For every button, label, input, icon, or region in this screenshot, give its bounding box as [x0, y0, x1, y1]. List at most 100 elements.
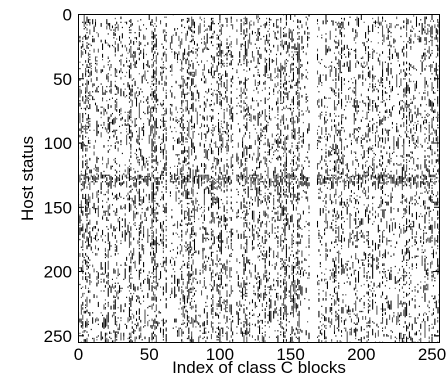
heatmap-cell	[135, 295, 138, 297]
heatmap-cell	[83, 175, 85, 178]
heatmap-cell	[94, 62, 97, 65]
heatmap-cell	[277, 110, 279, 112]
heatmap-cell	[116, 262, 118, 266]
heatmap-cell	[182, 19, 184, 21]
heatmap-cell	[216, 211, 218, 215]
heatmap-cell	[121, 124, 123, 126]
heatmap-cell	[277, 292, 279, 295]
heatmap-cell	[93, 48, 95, 53]
heatmap-cell	[128, 202, 130, 209]
heatmap-cell	[216, 303, 218, 308]
heatmap-cell	[278, 192, 280, 196]
heatmap-cell	[321, 313, 323, 315]
heatmap-cell	[229, 260, 231, 263]
heatmap-cell	[264, 229, 266, 233]
heatmap-cell	[283, 314, 285, 320]
heatmap-cell	[257, 39, 259, 41]
heatmap-cell	[285, 73, 287, 76]
heatmap-cell	[193, 205, 196, 216]
heatmap-cell	[219, 62, 221, 65]
heatmap-cell	[321, 58, 323, 61]
heatmap-cell	[96, 282, 98, 287]
heatmap-cell	[257, 316, 259, 318]
heatmap-cell	[284, 169, 286, 175]
heatmap-cell	[152, 73, 155, 77]
heatmap-cell	[291, 330, 293, 335]
heatmap-cell	[205, 286, 207, 290]
heatmap-cell	[284, 223, 286, 225]
heatmap-cell	[254, 339, 256, 341]
heatmap-cell	[154, 146, 156, 153]
heatmap-cell	[145, 79, 147, 81]
heatmap-cell	[123, 197, 125, 200]
heatmap-cell	[82, 314, 84, 320]
heatmap-cell	[106, 177, 108, 182]
heatmap-cell	[174, 55, 176, 59]
heatmap-cell	[203, 35, 205, 38]
heatmap-cell	[131, 253, 133, 260]
heatmap-cell	[268, 57, 270, 63]
heatmap-cell	[138, 251, 140, 265]
heatmap-cell	[186, 188, 188, 191]
heatmap-cell	[83, 256, 85, 259]
heatmap-cell	[151, 256, 153, 259]
heatmap-cell	[127, 192, 129, 196]
heatmap-cell	[178, 202, 180, 205]
heatmap-cell	[128, 191, 130, 193]
heatmap-cell	[227, 175, 229, 183]
heatmap-cell	[220, 150, 222, 153]
heatmap-cell	[206, 115, 208, 121]
heatmap-cell	[216, 250, 218, 252]
heatmap-cell	[203, 37, 205, 40]
heatmap-cell	[154, 92, 156, 94]
heatmap-cell	[89, 91, 91, 95]
heatmap-cell	[185, 83, 187, 86]
heatmap-cell	[114, 161, 116, 164]
heatmap-cell	[257, 286, 259, 291]
heatmap-cell	[212, 115, 214, 117]
heatmap-cell	[121, 287, 123, 290]
heatmap-cell	[226, 316, 228, 322]
heatmap-cell	[110, 105, 112, 108]
heatmap-cell	[329, 48, 331, 52]
heatmap-cell	[295, 47, 297, 50]
heatmap-cell	[134, 195, 136, 205]
heatmap-cell	[103, 170, 105, 173]
heatmap-cell	[324, 159, 326, 162]
heatmap-cell	[137, 136, 139, 138]
heatmap-cell	[128, 253, 130, 256]
heatmap-cell	[232, 139, 234, 142]
heatmap-cell	[268, 298, 270, 300]
heatmap-cell	[259, 276, 261, 279]
heatmap-cell	[257, 272, 259, 275]
heatmap-cell	[114, 142, 116, 144]
heatmap-cell	[239, 94, 241, 97]
heatmap-cell	[266, 181, 268, 184]
heatmap-cell	[178, 154, 180, 156]
heatmap-cell	[155, 326, 157, 329]
heatmap-cell	[205, 78, 207, 84]
heatmap-cell	[324, 175, 326, 183]
heatmap-cell	[193, 150, 196, 153]
heatmap-cell	[318, 289, 320, 291]
heatmap-cell	[240, 327, 242, 335]
heatmap-cell	[266, 58, 268, 61]
heatmap-cell	[176, 154, 179, 157]
heatmap-cell	[305, 96, 307, 101]
heatmap-cell	[86, 213, 88, 219]
heatmap-cell	[134, 31, 136, 34]
heatmap-cell	[290, 64, 292, 74]
heatmap-cell	[283, 260, 285, 264]
heatmap-cell	[271, 146, 273, 149]
heatmap-cell	[148, 305, 150, 308]
heatmap-cell	[331, 309, 333, 311]
heatmap-cell	[89, 62, 91, 66]
heatmap-cell	[260, 100, 262, 102]
heatmap-cell	[230, 201, 232, 205]
heatmap-cell	[172, 181, 174, 184]
heatmap-cell	[331, 303, 333, 306]
heatmap-cell	[155, 263, 157, 265]
heatmap-cell	[274, 211, 276, 215]
heatmap-cell	[297, 71, 299, 75]
heatmap-cell	[232, 209, 234, 212]
